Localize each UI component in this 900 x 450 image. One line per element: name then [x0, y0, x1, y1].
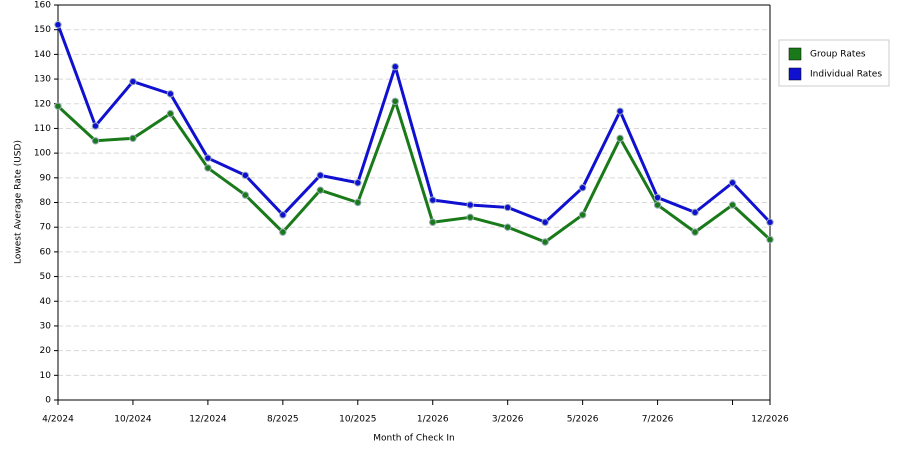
- data-point: [653, 193, 662, 202]
- y-tick-label: 100: [34, 149, 51, 159]
- data-point: [541, 218, 549, 226]
- data-point: [578, 183, 587, 192]
- data-point: [391, 97, 399, 105]
- y-axis-title: Lowest Average Rate (USD): [14, 140, 24, 264]
- data-point: [503, 223, 512, 231]
- series-line: [56, 99, 772, 244]
- data-point: [204, 164, 212, 172]
- y-tick-label: 140: [34, 50, 51, 60]
- data-point: [691, 208, 699, 217]
- data-point: [728, 201, 737, 209]
- data-point: [91, 137, 100, 145]
- data-point: [204, 154, 212, 162]
- data-point: [129, 134, 137, 143]
- y-tick-label: 150: [34, 25, 51, 35]
- data-point: [616, 107, 624, 115]
- data-point: [279, 228, 287, 236]
- legend-label: Individual Rates: [810, 70, 882, 80]
- y-tick-label: 70: [40, 223, 52, 233]
- data-point: [279, 211, 287, 219]
- y-tick-label: 80: [40, 198, 52, 208]
- data-point: [166, 109, 175, 118]
- y-tick-label: 60: [40, 247, 52, 257]
- data-point: [54, 102, 62, 110]
- data-point: [616, 134, 624, 143]
- y-tick-label: 30: [40, 321, 52, 331]
- x-tick-label: 10/2024: [114, 415, 152, 425]
- data-point: [354, 198, 362, 207]
- x-tick-label: 12/2026: [751, 415, 789, 425]
- data-point: [653, 201, 662, 209]
- x-tick-label: 7/2026: [642, 415, 674, 425]
- data-point: [241, 171, 250, 180]
- data-point: [429, 196, 437, 204]
- data-point: [578, 211, 587, 219]
- y-tick-label: 0: [45, 396, 51, 406]
- y-tick-label: 20: [40, 346, 52, 356]
- data-point: [129, 77, 137, 86]
- data-point: [316, 186, 325, 194]
- data-point: [391, 63, 399, 71]
- x-tick-label: 1/2026: [417, 415, 449, 425]
- y-tick-label: 40: [40, 297, 52, 307]
- data-point: [429, 218, 437, 226]
- y-tick-label: 120: [34, 99, 51, 109]
- data-point: [316, 171, 325, 180]
- legend-swatch: [788, 47, 802, 61]
- y-tick-label: 110: [34, 124, 51, 134]
- y-tick-label: 160: [34, 1, 51, 11]
- x-tick-label: 4/2024: [42, 415, 74, 425]
- y-tick-label: 90: [40, 173, 52, 183]
- data-point: [766, 218, 774, 226]
- data-point: [466, 201, 474, 209]
- data-point: [691, 228, 699, 236]
- x-tick-label: 12/2024: [189, 415, 227, 425]
- x-tick-label: 8/2025: [267, 415, 299, 425]
- x-tick-label: 3/2026: [492, 415, 524, 425]
- data-point: [241, 191, 250, 199]
- y-tick-label: 10: [40, 371, 52, 381]
- data-point: [91, 122, 100, 130]
- x-tick-label: 5/2026: [567, 415, 599, 425]
- y-tick-label: 130: [34, 75, 51, 85]
- series-line: [56, 24, 772, 224]
- data-point: [354, 179, 362, 187]
- legend-label: Group Rates: [810, 50, 866, 60]
- data-point: [166, 90, 175, 98]
- data-point: [728, 179, 737, 187]
- data-point: [766, 235, 774, 244]
- data-point: [503, 203, 512, 212]
- data-point: [54, 21, 62, 29]
- x-tick-label: 10/2025: [339, 415, 376, 425]
- x-axis-title: Month of Check In: [373, 434, 455, 444]
- y-tick-label: 50: [40, 272, 52, 282]
- data-point: [541, 238, 549, 246]
- data-point: [466, 213, 474, 222]
- legend-swatch: [788, 67, 802, 81]
